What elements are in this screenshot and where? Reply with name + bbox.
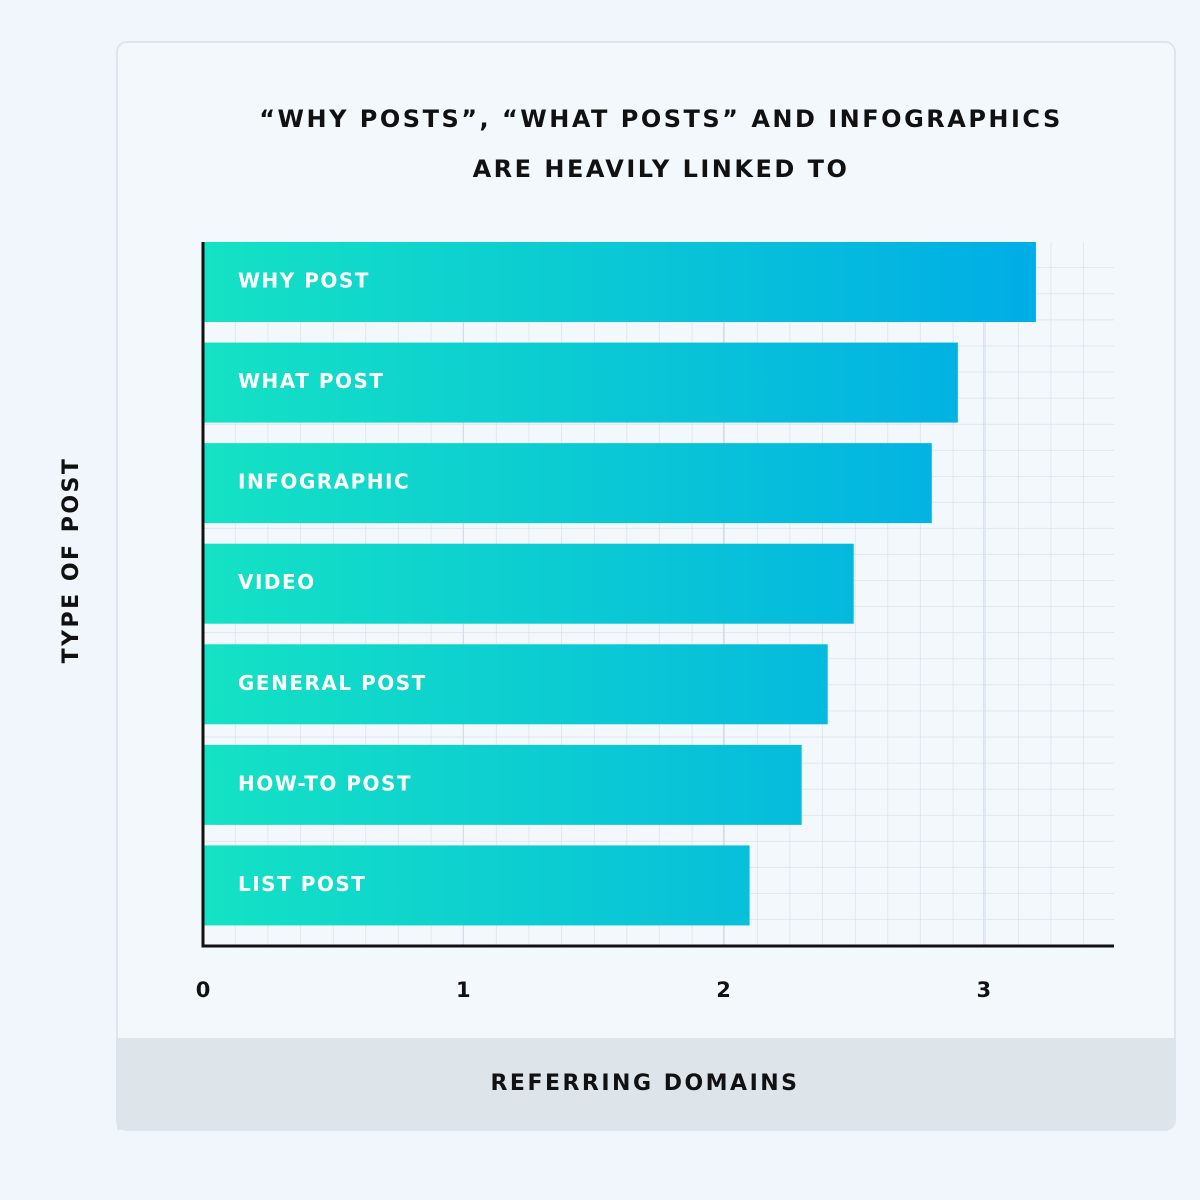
bar [203,744,802,825]
bar-label: WHAT POST [238,369,385,393]
x-label-band [117,1038,1175,1130]
x-tick-label: 0 [196,978,211,1002]
bar-label: INFOGRAPHIC [238,470,410,494]
x-tick-label: 2 [716,978,731,1002]
chart-title: “WHY POSTS”, “WHAT POSTS” AND INFOGRAPHI… [259,105,1063,133]
chart-title: ARE HEAVILY LINKED TO [473,155,850,183]
x-tick-label: 1 [456,978,471,1002]
bar [203,342,958,423]
bar [203,845,750,926]
bar-label: GENERAL POST [238,671,427,695]
y-axis-title: TYPE OF POST [59,457,84,664]
bar-label: WHY POST [238,269,370,293]
bar [203,543,854,624]
bar-label: HOW-TO POST [238,771,412,795]
x-tick-label: 3 [977,978,992,1002]
bar-label: VIDEO [238,570,316,594]
bar [203,644,828,725]
x-axis-title: REFERRING DOMAINS [490,1071,799,1096]
bar-label: LIST POST [238,872,366,896]
bar [203,443,932,524]
bar [203,242,1036,322]
